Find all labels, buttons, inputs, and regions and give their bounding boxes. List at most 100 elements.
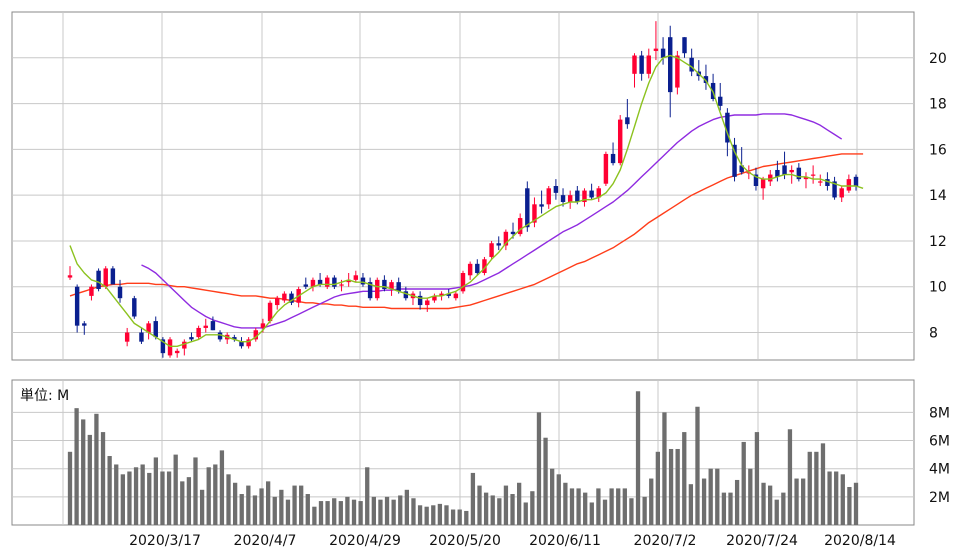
candle-down <box>117 279 123 303</box>
candle-down <box>703 64 709 90</box>
volume-bar <box>477 485 482 525</box>
candle-up <box>182 339 187 356</box>
volume-bar <box>417 505 423 525</box>
candle-down <box>217 330 223 342</box>
volume-bar <box>232 482 238 525</box>
volume-bar <box>635 391 641 525</box>
ma-short-layer <box>69 54 864 347</box>
candle-up <box>532 197 537 228</box>
volume-bar <box>457 509 462 525</box>
volume-bar <box>365 467 370 525</box>
candle-body <box>425 300 430 306</box>
candle-up <box>275 295 280 310</box>
volume-bar <box>807 451 812 525</box>
candle-up <box>267 300 273 324</box>
volume-bar <box>602 499 608 525</box>
volume-bar <box>688 484 694 525</box>
candle-body <box>553 186 559 193</box>
candle-body <box>782 165 787 175</box>
candle-body <box>246 339 251 347</box>
volume-bar <box>523 502 528 525</box>
volume-bar <box>853 482 859 525</box>
candle-up <box>617 115 623 166</box>
candle-up <box>567 190 573 209</box>
candle-up <box>124 327 130 347</box>
candle-body <box>139 332 144 342</box>
candle-up <box>246 337 251 349</box>
volume-bar <box>259 488 264 525</box>
candle-body <box>74 286 80 326</box>
candle-down <box>360 273 366 287</box>
volume-bar <box>609 488 614 525</box>
candle-body <box>67 275 73 278</box>
volume-bar <box>153 457 159 525</box>
volume-bar <box>107 456 112 525</box>
price-y-tick-label: 14 <box>929 188 947 204</box>
candle-body <box>460 273 466 292</box>
candle-down <box>610 142 616 166</box>
candle-body <box>532 204 537 223</box>
candle-body <box>589 190 594 198</box>
candle-body <box>232 337 237 340</box>
volume-bar <box>332 498 337 525</box>
ma-long-line <box>69 153 864 310</box>
volume-bar <box>166 471 172 525</box>
price-y-tick-label: 20 <box>929 51 947 67</box>
volume-bar <box>140 464 145 525</box>
volume-bar <box>748 468 753 525</box>
volume-bar <box>543 437 548 525</box>
candle-up <box>310 277 316 292</box>
candle-down <box>303 277 309 290</box>
candle-body <box>467 263 473 276</box>
volume-bar <box>550 468 555 525</box>
price-y-tick-label: 8 <box>929 326 938 342</box>
volume-bar <box>596 488 601 525</box>
ma-long-layer <box>69 153 864 310</box>
candle-body <box>732 144 737 177</box>
candle-down <box>210 316 216 331</box>
candle-body <box>525 188 530 228</box>
candle-body <box>360 277 366 285</box>
candle-body <box>446 293 451 296</box>
price-y-tick-label: 18 <box>929 97 947 113</box>
candle-down <box>232 334 237 342</box>
candle-body <box>367 282 373 299</box>
candle-up <box>146 321 151 340</box>
volume-bar <box>622 488 627 525</box>
candle-body <box>610 153 616 164</box>
candle-down <box>239 337 244 349</box>
volume-bar <box>81 419 86 525</box>
volume-bar <box>774 499 779 525</box>
volume-bar <box>384 496 390 525</box>
x-tick-label: 2020/7/2 <box>634 533 697 549</box>
volume-y-axis-ticks: 8M 6M 4M 2M <box>929 405 950 505</box>
volume-bar <box>206 467 211 525</box>
volume-bar <box>701 478 707 525</box>
candle-body <box>174 350 180 354</box>
candle-body <box>96 270 101 290</box>
candle-body <box>596 188 601 198</box>
candle-up <box>375 277 380 301</box>
volume-bar <box>351 499 357 525</box>
candle-down <box>560 188 566 207</box>
volume-bar <box>338 501 343 525</box>
x-tick-label: 2020/5/20 <box>429 533 501 549</box>
volume-bar-series <box>67 391 859 525</box>
candle-body <box>725 112 730 143</box>
candle-body <box>389 282 394 290</box>
candle-up <box>432 293 437 303</box>
volume-bar <box>794 478 799 525</box>
candle-down <box>853 174 859 191</box>
candle-body <box>253 330 258 340</box>
price-panel-frame <box>11 11 915 361</box>
candle-body <box>332 277 337 287</box>
volume-bar <box>199 489 205 525</box>
volume-y-tick-label: 8M <box>929 405 950 421</box>
x-tick-label: 2020/6/11 <box>529 533 601 549</box>
candle-body <box>89 286 94 296</box>
volume-bar <box>325 501 330 525</box>
candle-body <box>567 195 573 203</box>
candle-down <box>132 295 137 319</box>
candle-up <box>489 240 494 260</box>
volume-bar <box>94 413 99 525</box>
